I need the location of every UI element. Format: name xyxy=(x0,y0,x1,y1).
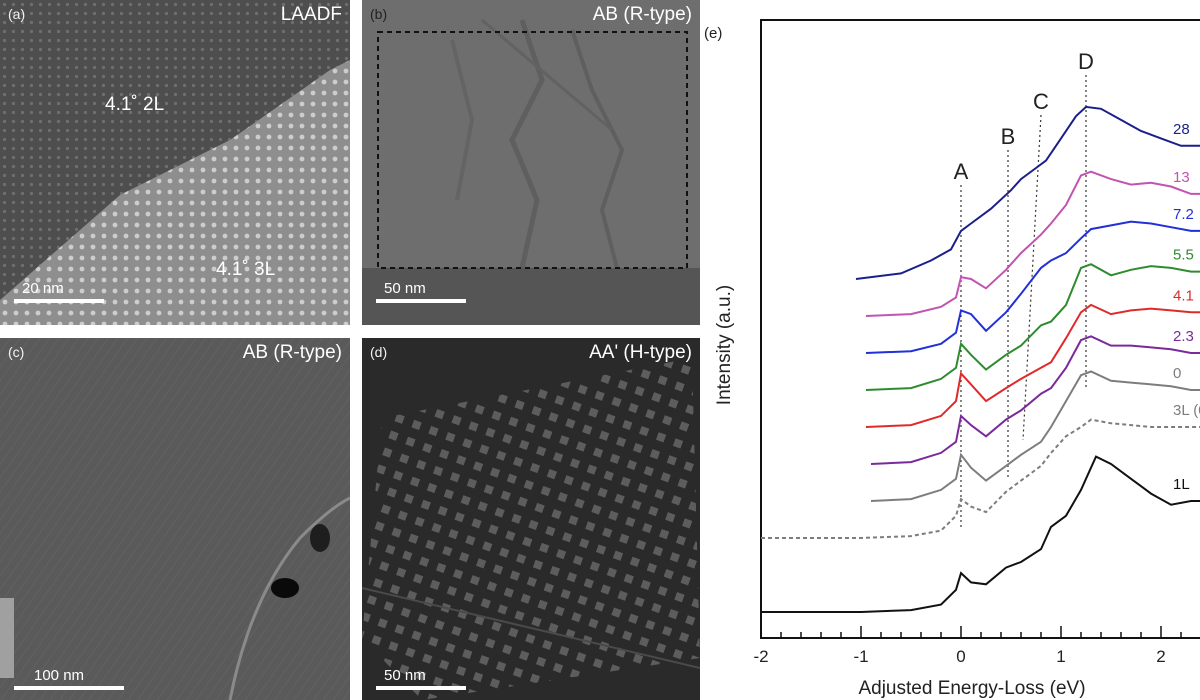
scale-label-c: 100 nm xyxy=(34,667,85,684)
spectrum-3L-0- xyxy=(761,418,1200,539)
x-tick-label: 2 xyxy=(1156,647,1165,666)
panel-label-a: (a) xyxy=(8,6,26,22)
spectrum-4-1 xyxy=(865,303,1200,428)
x-tick-label: 0 xyxy=(956,647,965,666)
series-label: 4.1 xyxy=(1173,287,1194,304)
x-tick-label: 1 xyxy=(1056,647,1065,666)
dashed-roi-box xyxy=(377,31,688,269)
spectrum-13 xyxy=(865,170,1200,317)
region-label-3l: 4.1˚ 3L xyxy=(216,259,276,280)
spectrum-2-3 xyxy=(870,335,1200,465)
spectra-lines xyxy=(761,105,1200,613)
scale-bar-d xyxy=(376,686,466,690)
scale-label-a: 20 nm xyxy=(22,280,64,297)
region-label-2l: 4.1˚ 2L xyxy=(105,94,165,115)
x-tick-label: -2 xyxy=(753,647,768,666)
series-labels: 28 13 7.2 5.5 4.1 2.3 0 3L (0˚) 1L xyxy=(1173,121,1200,493)
stem-image-panel-d: (d) AA' (H-type) 50 nm xyxy=(362,338,700,700)
spectrum-5-5 xyxy=(865,263,1200,391)
scale-bar-b xyxy=(376,299,466,303)
x-ticks: -2 -1 0 1 2 xyxy=(753,626,1182,666)
series-label: 1L xyxy=(1173,476,1190,493)
spectrum-1L xyxy=(761,455,1200,613)
scale-label-b: 50 nm xyxy=(384,280,426,297)
series-label: 5.5 xyxy=(1173,247,1194,264)
stem-image-panel-b: (b) AB (R-type) 50 nm xyxy=(362,0,700,325)
panel-label-c: (c) xyxy=(8,344,25,360)
panel-title-b: AB (R-type) xyxy=(592,4,692,25)
panel-label-e: (e) xyxy=(704,25,722,42)
scale-label-d: 50 nm xyxy=(384,667,426,684)
peak-label-A: A xyxy=(954,159,969,184)
series-label: 2.3 xyxy=(1173,328,1194,345)
plot-frame xyxy=(760,19,1200,639)
panel-title-d: AA' (H-type) xyxy=(589,342,692,363)
panel-title-c: AB (R-type) xyxy=(242,342,342,363)
panel-title-a: LAADF xyxy=(280,4,342,25)
series-label: 28 xyxy=(1173,121,1190,138)
series-label: 3L (0˚) xyxy=(1173,402,1200,419)
stem-image-d xyxy=(362,338,700,700)
series-label: 13 xyxy=(1173,169,1190,186)
scale-bar-a xyxy=(14,299,104,303)
spectrum-7-2 xyxy=(865,220,1200,354)
series-label: 0 xyxy=(1173,365,1181,382)
stem-image-panel-c: (c) AB (R-type) 100 nm xyxy=(0,338,350,700)
panel-label-d: (d) xyxy=(370,344,388,360)
spectrum-0 xyxy=(870,370,1200,502)
peak-label-D: D xyxy=(1078,49,1094,74)
stem-image-b xyxy=(362,0,700,325)
peak-label-C: C xyxy=(1033,89,1049,114)
peak-label-B: B xyxy=(1001,124,1016,149)
series-label: 7.2 xyxy=(1173,206,1194,223)
x-axis-label: Adjusted Energy-Loss (eV) xyxy=(858,678,1085,699)
x-tick-label: -1 xyxy=(853,647,868,666)
y-axis-label: Intensity (a.u.) xyxy=(714,285,735,405)
eels-spectra-chart: (e) A BC D 28 13 7.2 5.5 4.1 2.3 0 3L (0˚) 1L -2 -1… xyxy=(700,0,1200,700)
eels-chart-svg: (e) A BC D 28 13 7.2 5.5 4.1 2.3 0 3L (0˚) 1L -2 -1… xyxy=(704,19,1200,699)
scale-bar-c xyxy=(14,686,124,690)
spectrum-28 xyxy=(855,105,1200,280)
stem-image-panel-a: (a) LAADF 4.1˚ 2L 4.1˚ 3L 20 nm xyxy=(0,0,350,325)
panel-label-b: (b) xyxy=(370,6,388,22)
peak-markers: A BC D xyxy=(954,49,1094,530)
peak-line-C xyxy=(1022,114,1042,441)
stem-image-a xyxy=(0,0,350,325)
stem-image-c xyxy=(0,338,350,700)
